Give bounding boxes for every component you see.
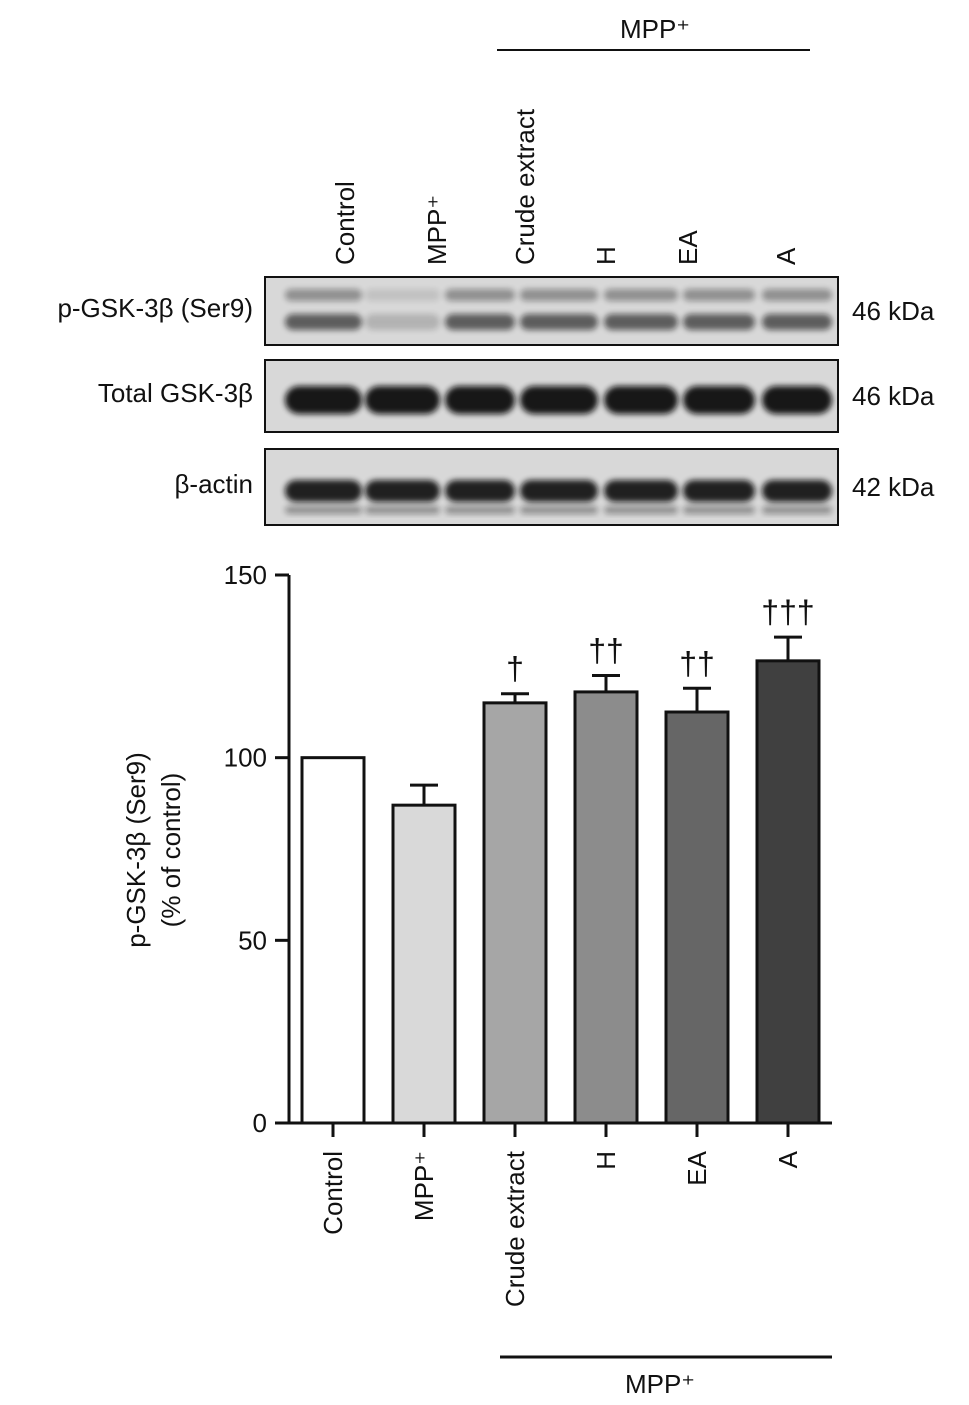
lane-label: MPP⁺ (422, 195, 452, 265)
blot-band (683, 480, 755, 502)
blot-band (762, 289, 832, 301)
blot-band (520, 314, 598, 330)
x-tick-label: EA (682, 1150, 712, 1185)
blot-band (604, 386, 678, 414)
blot-band (762, 506, 832, 514)
blot-band (520, 289, 598, 301)
group-label: MPP⁺ (625, 1369, 695, 1399)
blot-band (285, 314, 362, 330)
blot-band (683, 506, 755, 514)
size-label: 42 kDa (852, 472, 935, 502)
bar (482, 701, 548, 1125)
error-bar (592, 673, 620, 692)
blot-band (604, 314, 678, 330)
lane-label: EA (673, 230, 703, 265)
blot-band (762, 314, 832, 330)
y-axis-label: p-GSK-3β (Ser9) (121, 752, 151, 948)
y-tick-label: 50 (238, 925, 267, 955)
blot-band (445, 506, 515, 514)
blot-band (683, 289, 755, 301)
blot-band (365, 506, 440, 514)
blot-band (365, 314, 440, 330)
blot-band (285, 506, 362, 514)
blot-band (520, 506, 598, 514)
bar (755, 659, 821, 1125)
blot-panel (264, 359, 839, 433)
blot-band (520, 480, 598, 502)
blot-band (445, 480, 515, 502)
blot-band (445, 289, 515, 301)
lane-label: Crude extract (510, 108, 540, 265)
blot-band (604, 480, 678, 502)
blot-band (520, 386, 598, 414)
lane-label: A (771, 247, 801, 265)
blot-band (445, 386, 515, 414)
blot-band (683, 314, 755, 330)
error-bar (683, 686, 711, 712)
y-axis-label: (% of control) (156, 773, 186, 928)
row-label: p-GSK-3β (Ser9) (57, 293, 253, 323)
blot-panel (264, 448, 839, 526)
row-label: Total GSK-3β (98, 378, 253, 408)
blot-band (365, 480, 440, 502)
blot-band (604, 289, 678, 301)
bar (300, 756, 366, 1125)
row-label: β-actin (174, 469, 253, 499)
size-label: 46 kDa (852, 381, 935, 411)
error-bar (774, 635, 802, 661)
lane-label: Control (330, 181, 360, 265)
blot-band (445, 314, 515, 330)
blot-band (285, 386, 362, 414)
blot-band (604, 506, 678, 514)
x-tick-label: Crude extract (500, 1150, 530, 1307)
blot-band (365, 386, 440, 414)
blot-background (264, 276, 839, 346)
group-label: MPP⁺ (620, 14, 690, 44)
y-tick-label: 0 (253, 1108, 267, 1138)
blot-band (762, 386, 832, 414)
blot-band (285, 289, 362, 301)
annotation: †† (588, 632, 624, 668)
bar (573, 690, 639, 1125)
lane-label: H (591, 246, 621, 265)
annotation: † (506, 651, 524, 687)
blot-band (683, 386, 755, 414)
y-tick-label: 100 (224, 743, 267, 773)
bar (664, 710, 730, 1125)
blot-band (762, 480, 832, 502)
annotation: ††† (761, 594, 814, 630)
size-label: 46 kDa (852, 296, 935, 326)
x-tick-label: H (591, 1151, 621, 1170)
blot-panel (264, 276, 839, 346)
x-tick-label: MPP⁺ (409, 1151, 439, 1221)
blot-band (365, 289, 440, 301)
annotation: †† (679, 645, 715, 681)
bar (391, 803, 457, 1125)
error-bar (501, 692, 529, 703)
x-tick-label: Control (318, 1151, 348, 1235)
x-tick-label: A (773, 1150, 803, 1168)
error-bar (410, 783, 438, 806)
y-tick-label: 150 (224, 560, 267, 590)
blot-band (285, 480, 362, 502)
